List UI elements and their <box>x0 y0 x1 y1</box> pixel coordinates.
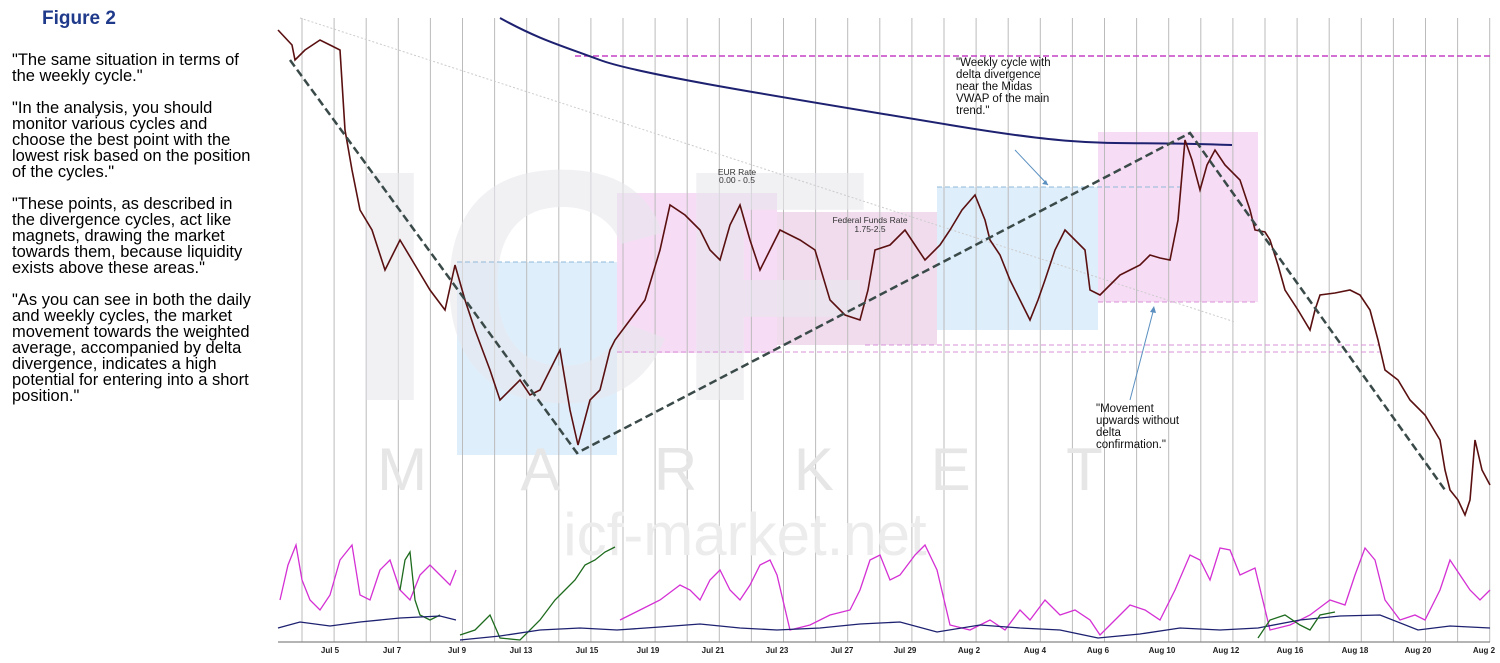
annotation: "Weekly cycle with delta divergence near… <box>956 57 1051 117</box>
x-tick-label: Jul 27 <box>831 646 854 655</box>
x-tick-label: Aug 20 <box>1405 646 1432 655</box>
text-column: Figure 2 "The same situation in terms of… <box>12 8 252 420</box>
blue-zone <box>937 187 1098 330</box>
x-axis: Jul 5 Jul 7 Jul 9 Jul 13 Jul 15 Jul 19 Jul 21 J… <box>321 646 1496 655</box>
delta-line <box>459 546 616 641</box>
delta-line <box>279 542 457 612</box>
box-range: 1.75-2.5 <box>854 224 885 234</box>
levels <box>277 17 1491 518</box>
blue-zone <box>457 262 617 455</box>
arrow-head <box>1150 306 1156 313</box>
box-title: EUR Rate <box>718 167 757 177</box>
paragraph: "In the analysis, you should monitor var… <box>12 99 251 181</box>
paragraph: "These points, as described in the diver… <box>12 195 243 277</box>
annotation-box: "Movement upwards without delta confirma… <box>1096 403 1180 451</box>
paragraph: "The same situation in terms of the week… <box>12 51 239 85</box>
grid <box>301 18 1491 642</box>
x-tick-label: Aug 16 <box>1277 646 1304 655</box>
pink-zone <box>617 193 777 353</box>
x-tick-label: Aug 6 <box>1087 646 1110 655</box>
annotation: "Movement upwards without delta confirma… <box>1096 403 1180 451</box>
watermark: ICF <box>344 101 876 470</box>
x-tick-label: Jul 7 <box>383 646 402 655</box>
x-tick-label: Aug 2 <box>1473 646 1496 655</box>
annotation-box: "Weekly cycle with delta divergence near… <box>956 57 1051 117</box>
figure-label: Figure 2 <box>42 8 116 29</box>
x-tick-label: Jul 15 <box>576 646 599 655</box>
x-tick-label: Jul 13 <box>510 646 533 655</box>
arrow <box>1014 149 1049 186</box>
watermark: M A R K E T <box>377 436 1143 503</box>
delta-line <box>619 543 1491 637</box>
x-tick-label: Jul 29 <box>894 646 917 655</box>
annotations: EUR Rate 0.00 - 0.5 Federal Funds Rate 1… <box>718 167 908 234</box>
x-tick-label: Jul 5 <box>321 646 340 655</box>
x-tick-label: Jul 21 <box>702 646 725 655</box>
pink-zone <box>777 212 937 345</box>
indicator <box>277 542 1491 643</box>
arrow <box>1129 307 1155 401</box>
x-tick-label: Jul 19 <box>637 646 660 655</box>
vwap-line <box>499 17 1233 146</box>
watermark: icf-market.net <box>563 501 927 568</box>
arrow-head <box>1042 180 1048 185</box>
x-tick-label: Aug 10 <box>1149 646 1176 655</box>
x-tick-label: Jul 9 <box>448 646 467 655</box>
paragraph: "As you can see in both the daily and we… <box>12 291 251 405</box>
x-tick-label: Aug 18 <box>1342 646 1369 655</box>
delta-line <box>1257 611 1336 639</box>
box-range: 0.00 - 0.5 <box>719 175 755 185</box>
cycle-line <box>288 59 1447 491</box>
delta-line <box>399 550 441 621</box>
box-title: Federal Funds Rate <box>832 215 907 225</box>
x-tick-label: Jul 23 <box>766 646 789 655</box>
price-line <box>277 29 1491 518</box>
average-line <box>277 614 1491 641</box>
x-tick-label: Aug 12 <box>1213 646 1240 655</box>
x-tick-label: Aug 4 <box>1024 646 1047 655</box>
x-tick-label: Aug 2 <box>958 646 981 655</box>
